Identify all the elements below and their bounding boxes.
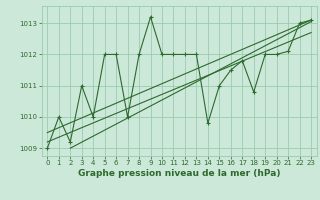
X-axis label: Graphe pression niveau de la mer (hPa): Graphe pression niveau de la mer (hPa) xyxy=(78,169,280,178)
